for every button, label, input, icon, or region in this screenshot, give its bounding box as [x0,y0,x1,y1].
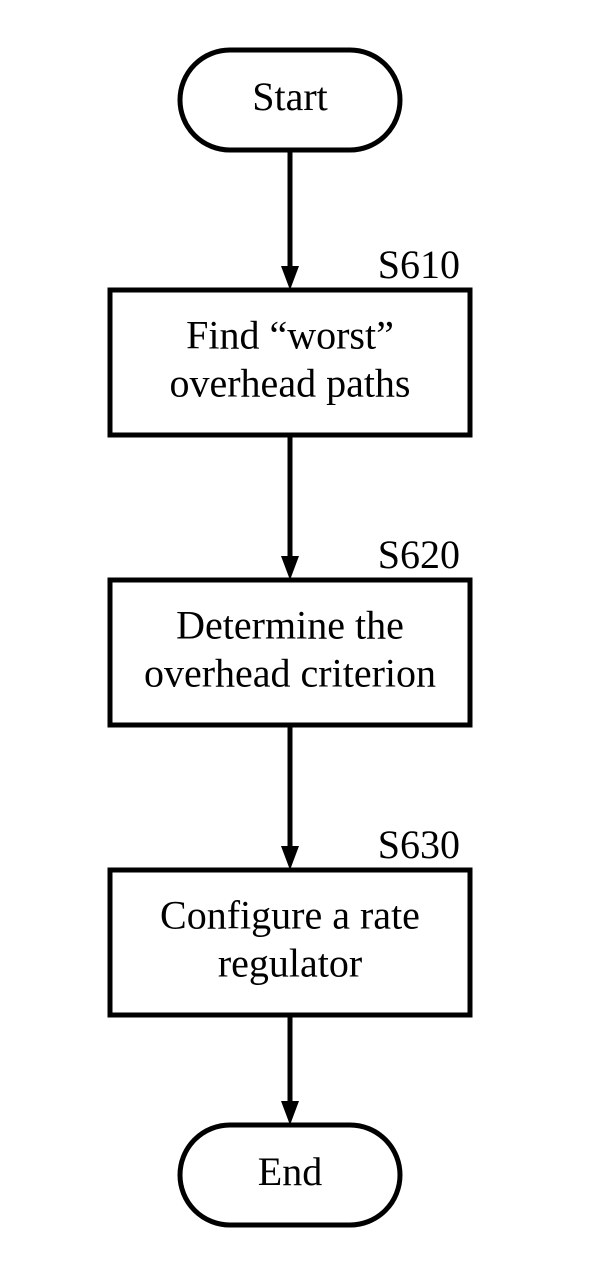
edge-start-s610 [281,150,299,290]
node-label-end-line0: End [258,1149,322,1194]
node-label-s620-line0: Determine the [176,603,404,648]
edge-s610-s620 [281,435,299,580]
node-end: End [180,1125,400,1225]
edge-s630-end [281,1015,299,1125]
node-label-s630-line0: Configure a rate [160,893,420,938]
node-label-s620-line1: overhead criterion [144,651,436,696]
node-tag-s620: S620 [378,532,460,577]
node-tag-s610: S610 [378,242,460,287]
node-label-s610-line0: Find “worst” [186,313,394,358]
node-label-start-line0: Start [252,74,328,119]
node-start: Start [180,50,400,150]
node-label-s630-line1: regulator [218,941,362,986]
flowchart-canvas: Start S610 Find “worst”overhead paths S620 D… [0,0,594,1270]
edge-s620-s630 [281,725,299,870]
node-tag-s630: S630 [378,822,460,867]
node-label-s610-line1: overhead paths [169,361,410,406]
